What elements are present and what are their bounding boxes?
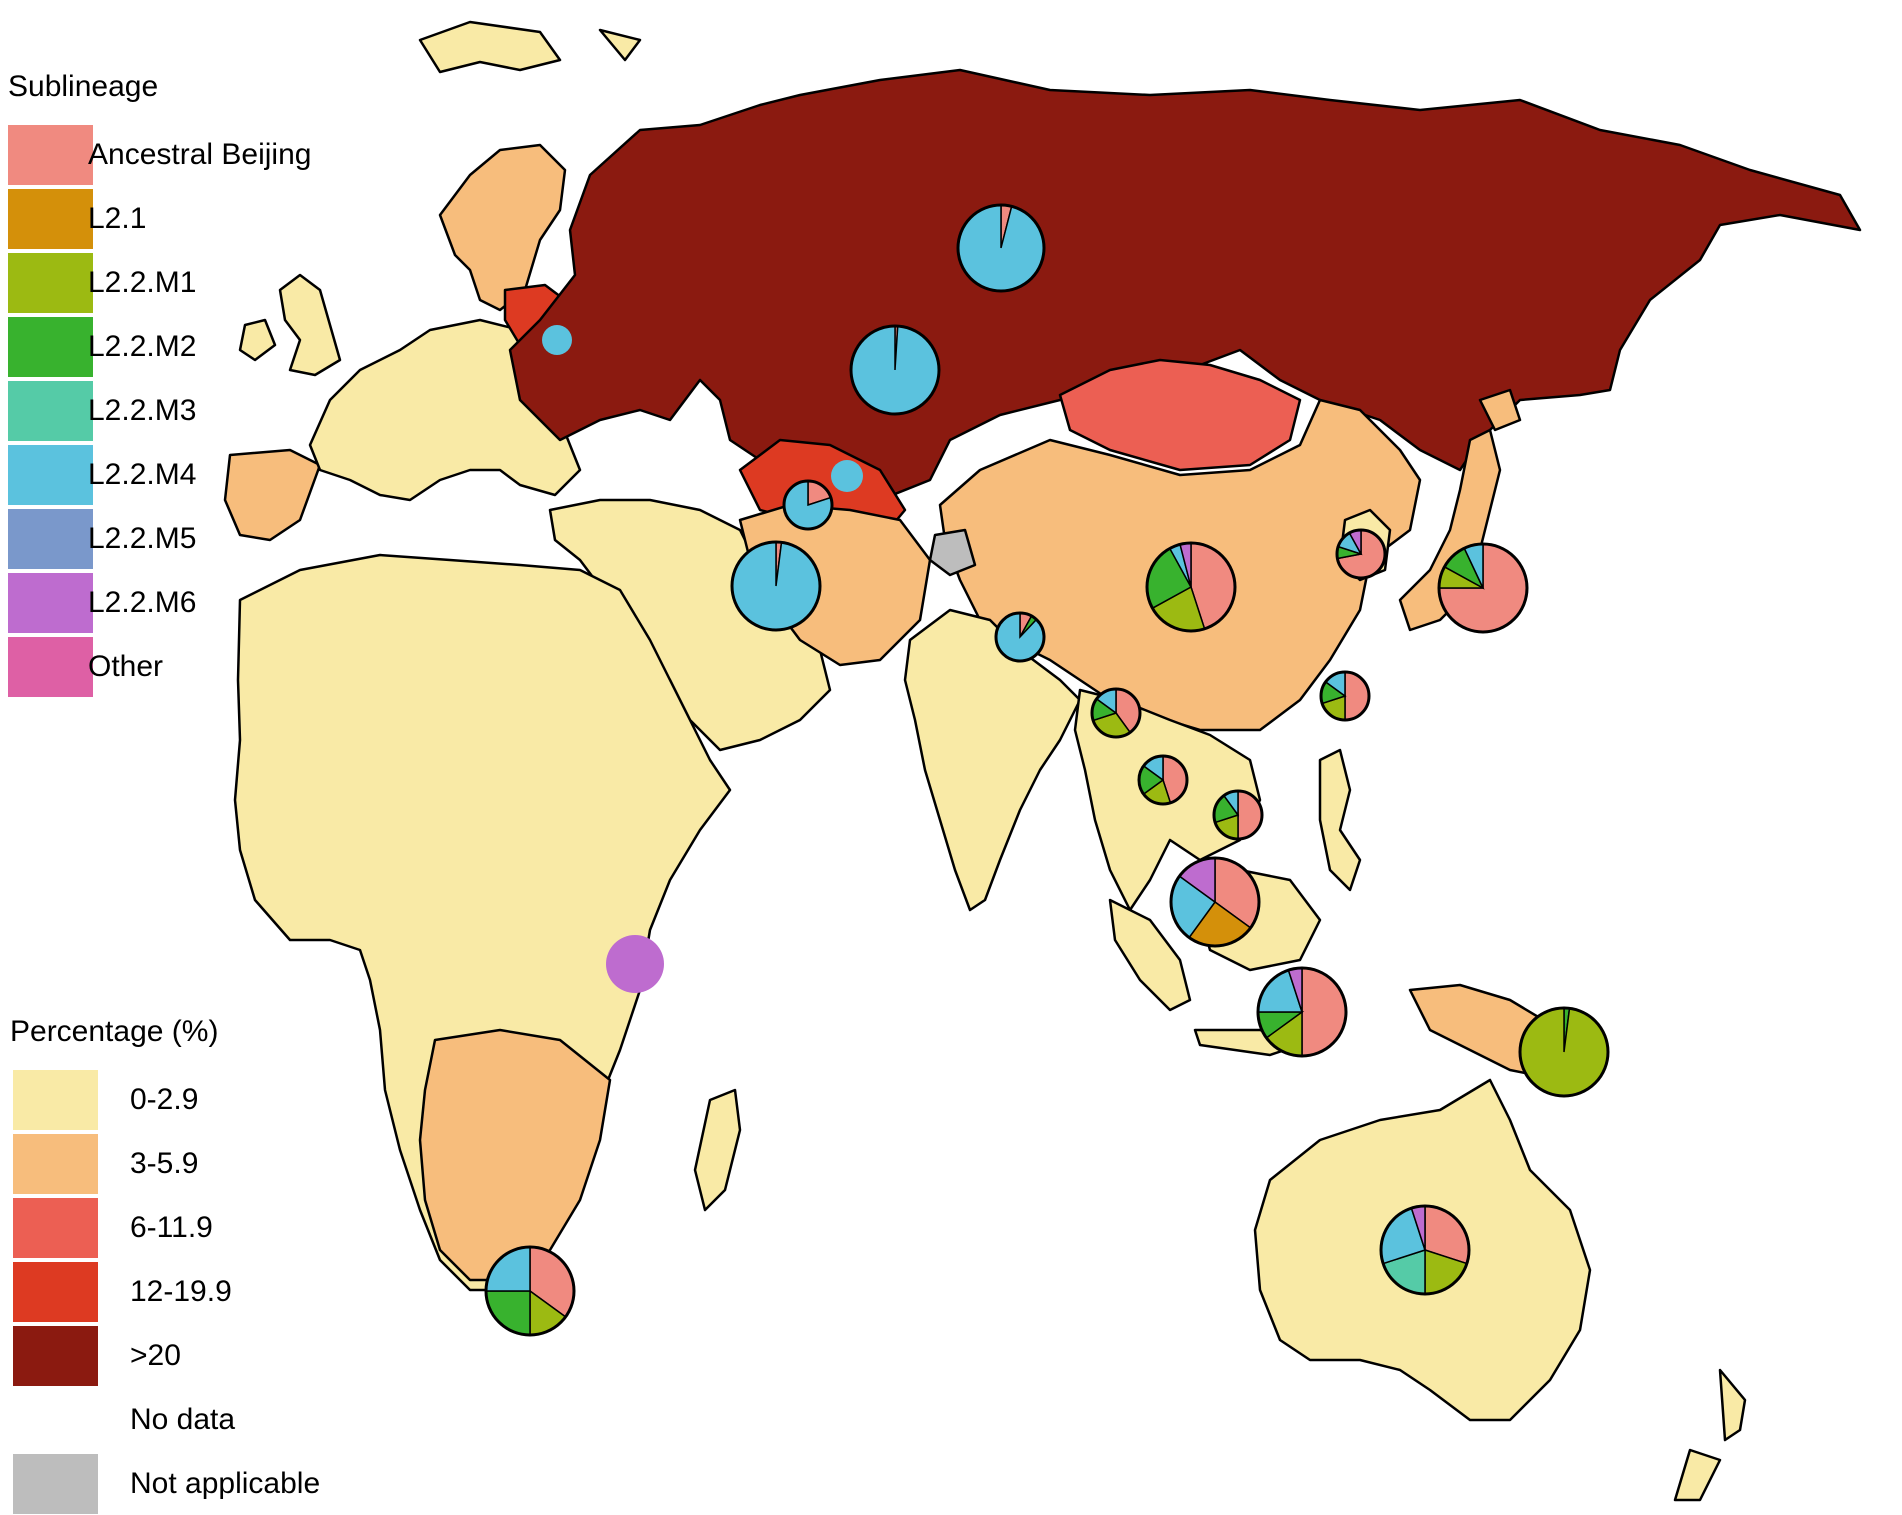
mongolia <box>1058 358 1302 472</box>
pie-chart-kenya <box>606 935 664 993</box>
pie-chart-uzbekistan <box>831 460 863 492</box>
percentage-legend-swatch <box>13 1262 98 1322</box>
pie-chart-indonesia <box>1256 966 1348 1058</box>
pie-outline <box>1145 541 1237 633</box>
pie-outline <box>730 540 822 632</box>
percentage-legend-swatch <box>13 1070 98 1130</box>
pie-chart-iran <box>730 540 822 632</box>
pie-outline <box>1090 687 1142 739</box>
pie-slice <box>542 325 572 355</box>
pie-chart-taiwan <box>1319 670 1371 722</box>
sublineage-legend-swatch <box>8 573 93 633</box>
pie-chart-belarus <box>542 325 572 355</box>
percentage-legend-label: 6-11.9 <box>130 1211 213 1244</box>
pie-outline <box>1518 1006 1610 1098</box>
pie-outline <box>1212 789 1264 841</box>
pie-outline <box>484 1245 576 1337</box>
sublineage-legend-label: L2.1 <box>88 202 147 235</box>
sublineage-legend-title: Sublineage <box>8 70 159 103</box>
percentage-legend-label: Not applicable <box>130 1467 321 1500</box>
arctic-islands <box>418 20 642 74</box>
pie-chart-vietnam <box>1212 789 1264 841</box>
percentage-legend-swatch <box>13 1326 98 1386</box>
not-applicable-region <box>928 528 977 577</box>
sublineage-legend-label: L2.2.M2 <box>88 330 197 363</box>
scandinavia <box>438 143 567 312</box>
pie-outline <box>994 611 1046 663</box>
pie-chart-turkmenistan <box>782 479 834 531</box>
percentage-legend-swatch <box>13 1454 98 1514</box>
percentage-legend-label: >20 <box>130 1339 181 1372</box>
percentage-legend-swatch <box>13 1134 98 1194</box>
pie-chart-australia <box>1379 1204 1471 1296</box>
pie-outline <box>1169 856 1261 948</box>
percentage-legend-swatch <box>13 1198 98 1258</box>
pie-outline <box>1319 670 1371 722</box>
pie-slice <box>606 935 664 993</box>
pie-outline <box>1335 528 1387 580</box>
percentage-legend-label: No data <box>130 1403 236 1436</box>
philippines <box>1318 748 1362 892</box>
percentage-legend: Percentage (%) 0-2.9 3-5.9 6-11.9 12-19.9 >2… <box>10 1015 370 1514</box>
pie-chart-myanmar <box>1090 687 1142 739</box>
madagascar <box>693 1088 742 1212</box>
sublineage-legend-swatch <box>8 317 93 377</box>
sublineage-legend-swatch <box>8 253 93 313</box>
pie-outline <box>782 479 834 531</box>
pie-chart-papua-new-guinea <box>1518 1006 1610 1098</box>
pie-outline <box>1137 754 1189 806</box>
sublineage-legend-swatch <box>8 637 93 697</box>
sublineage-legend-swatch <box>8 125 93 185</box>
sublineage-legend: Sublineage Ancestral Beijing L2.1 L2.2.M1 L… <box>8 70 368 710</box>
sublineage-legend-swatch <box>8 189 93 249</box>
pie-slice <box>831 460 863 492</box>
pie-chart-kazakhstan <box>849 324 941 416</box>
pie-chart-korea <box>1335 528 1387 580</box>
percentage-legend-swatch <box>13 1390 98 1450</box>
pie-chart-thailand <box>1137 754 1189 806</box>
japan <box>1398 388 1522 632</box>
sublineage-legend-label: L2.2.M6 <box>88 586 197 619</box>
sublineage-legend-swatch <box>8 381 93 441</box>
sublineage-legend-label: L2.2.M4 <box>88 458 197 491</box>
pie-outline <box>1256 966 1348 1058</box>
pie-chart-south-africa <box>484 1245 576 1337</box>
pie-chart-china <box>1145 541 1237 633</box>
sublineage-legend-label: Other <box>88 650 164 683</box>
pie-outline <box>849 324 941 416</box>
pie-outline <box>1379 1204 1471 1296</box>
percentage-legend-title: Percentage (%) <box>10 1015 219 1048</box>
pie-slice <box>1301 967 1347 1057</box>
sublineage-legend-swatch <box>8 445 93 505</box>
ireland <box>238 318 277 362</box>
southern-africa <box>418 1028 612 1282</box>
pie-chart-malaysia <box>1169 856 1261 948</box>
sublineage-legend-label: Ancestral Beijing <box>88 138 312 171</box>
pie-outline <box>1437 542 1529 634</box>
pie-chart-nepal <box>994 611 1046 663</box>
percentage-legend-label: 3-5.9 <box>130 1147 199 1180</box>
iberia <box>223 448 322 542</box>
pie-chart-japan <box>1437 542 1529 634</box>
pie-outline <box>956 203 1046 293</box>
percentage-legend-label: 0-2.9 <box>130 1083 199 1116</box>
pie-slice <box>1344 671 1370 721</box>
sublineage-legend-label: L2.2.M1 <box>88 266 197 299</box>
sublineage-legend-label: L2.2.M5 <box>88 522 197 555</box>
pie-chart-russia <box>956 203 1046 293</box>
percentage-legend-label: 12-19.9 <box>130 1275 232 1308</box>
sublineage-legend-label: L2.2.M3 <box>88 394 197 427</box>
united-kingdom <box>278 273 342 377</box>
sublineage-legend-swatch <box>8 509 93 569</box>
new-zealand <box>1673 1368 1747 1502</box>
